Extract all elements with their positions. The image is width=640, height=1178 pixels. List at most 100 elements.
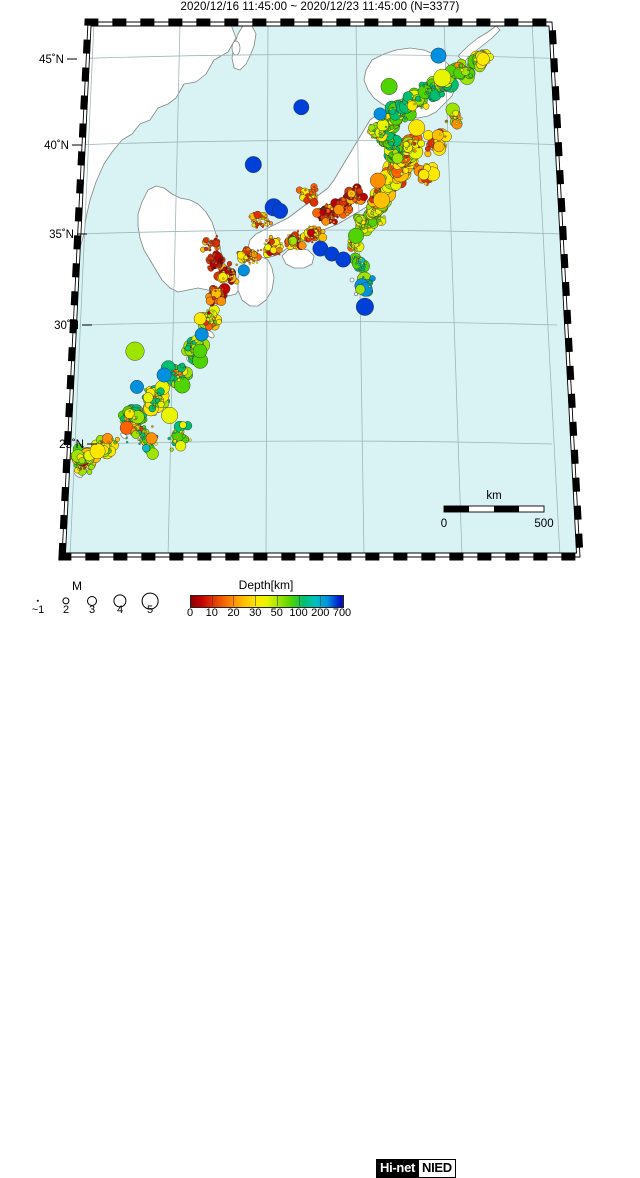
epicenter-marker xyxy=(144,428,147,431)
epicenter-marker xyxy=(296,230,300,233)
epicenter-marker xyxy=(124,408,135,419)
epicenter-marker xyxy=(422,85,425,88)
epicenter-marker xyxy=(138,442,141,446)
epicenter-marker xyxy=(235,263,238,266)
epicenter-marker xyxy=(384,125,388,129)
epicenter-marker xyxy=(404,158,408,162)
epicenter-marker xyxy=(264,220,267,223)
epicenter-marker xyxy=(476,52,490,66)
epicenter-marker xyxy=(346,204,349,207)
epicenter-marker xyxy=(89,443,106,460)
epicenter-marker xyxy=(248,262,252,265)
epicenter-marker xyxy=(450,88,454,92)
epicenter-marker xyxy=(389,181,392,184)
epicenter-marker xyxy=(217,288,221,292)
meridian-150E xyxy=(531,22,561,557)
epicenter-marker xyxy=(218,272,228,282)
epicenter-marker xyxy=(420,106,423,110)
epicenter-marker xyxy=(181,434,186,439)
epicenter-marker xyxy=(268,234,273,240)
epicenter-marker xyxy=(370,211,375,216)
epicenter-marker xyxy=(335,251,352,268)
epicenter-marker xyxy=(173,364,177,368)
epicenter-marker xyxy=(173,376,191,394)
meridian-135E xyxy=(265,22,269,557)
epicenter-marker xyxy=(254,219,257,223)
epicenter-marker xyxy=(325,213,328,217)
epicenter-marker xyxy=(264,223,268,227)
epicenter-marker xyxy=(132,415,136,420)
depth-tick-30: 30 xyxy=(249,607,262,619)
epicenter-marker xyxy=(358,196,361,199)
epicenter-marker xyxy=(231,268,234,272)
epicenter-marker xyxy=(216,318,222,325)
epicenter-marker xyxy=(218,261,221,265)
epicenter-marker xyxy=(269,238,275,245)
epicenter-marker xyxy=(125,436,128,439)
magnitude-label-3: 4 xyxy=(116,604,124,616)
hinet-nied-logo: Hi-net NIED xyxy=(376,1159,456,1178)
epicenter-marker xyxy=(215,234,219,238)
epicenter-marker xyxy=(175,440,187,452)
epicenter-marker xyxy=(431,142,434,145)
land-small-island-nw xyxy=(231,40,241,56)
epicenter-marker xyxy=(419,103,422,107)
epicenter-marker xyxy=(349,242,352,245)
epicenter-marker xyxy=(432,88,435,91)
epicenter-marker xyxy=(78,457,86,465)
epicenter-marker xyxy=(148,404,157,413)
epicenter-marker xyxy=(193,312,207,326)
epicenter-marker xyxy=(313,185,316,189)
epicenter-marker xyxy=(168,383,171,387)
epicenter-marker xyxy=(179,421,187,429)
epicenter-marker xyxy=(355,284,366,295)
magnitude-label-0: ~1 xyxy=(31,604,45,616)
logo-nied-text: NIED xyxy=(418,1160,455,1177)
epicenter-marker xyxy=(278,252,281,256)
epicenter-marker xyxy=(354,185,358,188)
epicenter-marker xyxy=(352,187,356,192)
epicenter-marker xyxy=(358,267,362,270)
epicenter-marker xyxy=(156,367,172,383)
depth-tick-10: 10 xyxy=(205,607,218,619)
epicenter-marker xyxy=(408,119,426,137)
epicenter-marker xyxy=(313,233,317,237)
epicenter-marker xyxy=(212,317,215,320)
epicenter-marker xyxy=(417,139,426,148)
epicenter-marker xyxy=(88,461,91,464)
epicenter-marker xyxy=(432,86,436,89)
epicenter-marker xyxy=(107,440,110,444)
depth-tick-20: 20 xyxy=(227,607,240,619)
epicenter-marker xyxy=(139,440,142,444)
epicenter-marker xyxy=(212,241,215,244)
epicenter-marker xyxy=(425,90,430,95)
epicenter-marker xyxy=(254,251,257,255)
epicenter-marker xyxy=(379,134,384,139)
epicenter-marker xyxy=(414,95,421,102)
epicenter-marker xyxy=(208,240,212,244)
epicenter-marker xyxy=(192,343,208,359)
epicenter-marker xyxy=(143,430,147,433)
epicenter-marker xyxy=(300,190,303,194)
epicenter-marker xyxy=(388,140,394,147)
epicenter-marker xyxy=(351,244,356,249)
epicenter-marker xyxy=(439,87,442,90)
epicenter-marker xyxy=(378,132,382,135)
epicenter-marker xyxy=(216,296,227,306)
magnitude-legend-labels: ~1 2 3 4 5 xyxy=(28,604,158,618)
epicenter-marker xyxy=(422,103,430,110)
epicenter-marker xyxy=(453,116,457,120)
epicenter-marker xyxy=(188,438,192,442)
epicenter-marker xyxy=(358,261,361,264)
seismicity-map[interactable]: 45˚N40˚N35˚N30˚N25˚N 125˚E130˚E135˚E140˚… xyxy=(0,12,640,564)
epicenter-marker xyxy=(157,400,165,408)
epicenter-marker xyxy=(249,249,253,252)
epicenter-marker xyxy=(231,271,235,275)
epicenter-marker xyxy=(251,261,255,265)
epicenter-marker xyxy=(355,297,374,316)
epicenter-marker xyxy=(355,187,363,195)
epicenter-marker xyxy=(177,378,181,382)
epicenter-marker xyxy=(259,222,263,225)
epicenter-marker xyxy=(272,202,289,219)
map-canvas[interactable]: 45˚N40˚N35˚N30˚N25˚N 125˚E130˚E135˚E140˚… xyxy=(0,12,640,564)
